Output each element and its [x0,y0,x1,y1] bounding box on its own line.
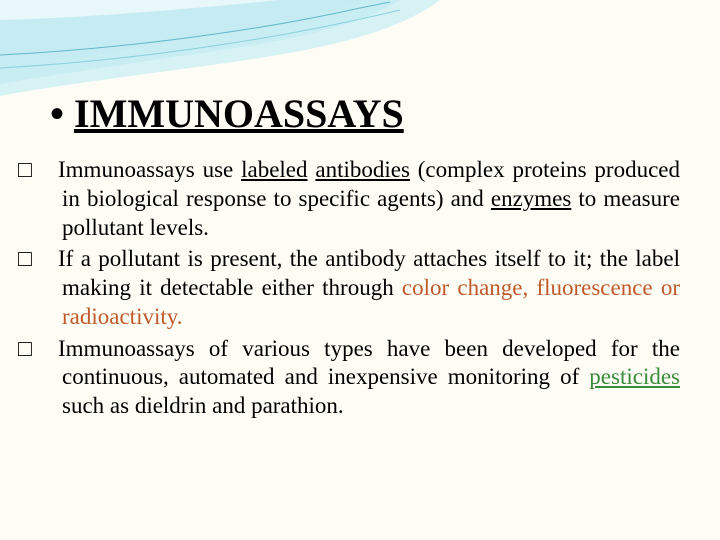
body-list: □Immunoassays use labeled antibodies (co… [40,155,680,421]
text-fragment: such as dieldrin and parathion. [62,393,344,418]
underlined-term: labeled [241,157,307,182]
title-row: • IMMUNOASSAYS [50,90,680,137]
text-fragment: Immunoassays of various types have been … [58,336,680,390]
square-bullet-icon: □ [40,155,58,184]
slide-content: • IMMUNOASSAYS □Immunoassays use labeled… [0,0,720,421]
list-item: □Immunoassays use labeled antibodies (co… [40,155,680,242]
text-fragment: Immunoassays use [58,157,241,182]
highlighted-term: pesticides [589,364,680,389]
title-bullet: • [50,94,64,134]
list-item: □Immunoassays of various types have been… [40,334,680,421]
underlined-term: antibodies [315,157,410,182]
square-bullet-icon: □ [40,244,58,273]
slide-title: IMMUNOASSAYS [74,90,404,137]
underlined-term: enzymes [491,186,571,211]
square-bullet-icon: □ [40,334,58,363]
list-item: □If a pollutant is present, the antibody… [40,244,680,331]
